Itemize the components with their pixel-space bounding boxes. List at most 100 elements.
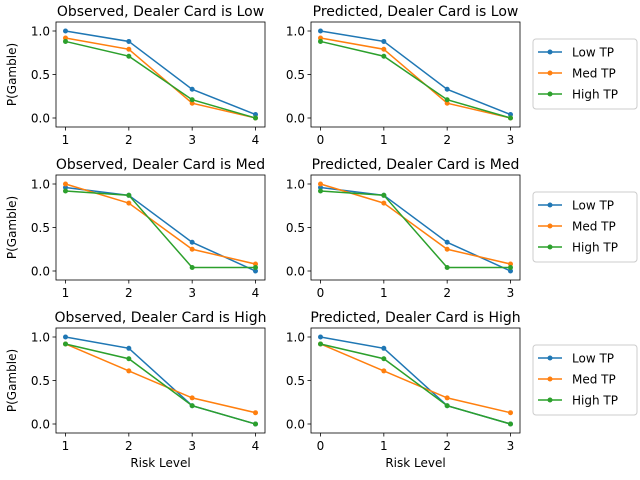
data-point bbox=[126, 356, 132, 362]
data-point bbox=[126, 368, 132, 374]
data-point bbox=[63, 38, 68, 44]
x-tick-label: 2 bbox=[443, 286, 451, 300]
data-point bbox=[126, 192, 132, 198]
series-line-low bbox=[320, 186, 511, 272]
data-point bbox=[253, 421, 258, 427]
legend-label: High TP bbox=[572, 394, 618, 408]
y-tick-label: 0.0 bbox=[31, 112, 50, 126]
data-point bbox=[63, 184, 68, 190]
data-point bbox=[189, 97, 195, 103]
y-tick-label: 0.0 bbox=[286, 418, 305, 432]
data-point bbox=[189, 265, 195, 271]
legend-label: Med TP bbox=[572, 220, 616, 234]
data-point bbox=[253, 112, 258, 118]
x-tick-label: 3 bbox=[507, 286, 515, 300]
x-tick-label: 1 bbox=[62, 133, 70, 147]
data-point bbox=[444, 86, 450, 92]
x-tick-label: 0 bbox=[317, 133, 325, 147]
data-point bbox=[253, 268, 258, 274]
x-tick-label: 4 bbox=[252, 286, 260, 300]
data-point bbox=[381, 38, 387, 44]
subplot-6: Predicted, Dealer Card is High 0 1 2 3 0.0 0.5… bbox=[286, 310, 638, 470]
y-tick-label: 1.0 bbox=[286, 178, 305, 192]
x-tick-label: 3 bbox=[188, 439, 196, 453]
data-point bbox=[318, 334, 323, 340]
data-point bbox=[63, 334, 68, 340]
x-tick-label: 2 bbox=[125, 286, 133, 300]
data-point bbox=[189, 239, 195, 245]
x-tick-label: 2 bbox=[125, 133, 133, 147]
data-point bbox=[126, 200, 132, 206]
legend-label: Med TP bbox=[572, 67, 616, 81]
data-point bbox=[126, 38, 132, 44]
legend-marker bbox=[547, 376, 553, 382]
legend-marker bbox=[547, 355, 553, 361]
series-line-high bbox=[65, 40, 256, 119]
x-tick-label: 2 bbox=[443, 133, 451, 147]
subplot-title: Predicted, Dealer Card is High bbox=[310, 310, 520, 326]
x-tick-label: 1 bbox=[380, 439, 388, 453]
data-point bbox=[508, 410, 513, 416]
y-axis-label: P(Gamble) bbox=[5, 43, 19, 106]
legend-marker bbox=[547, 91, 553, 97]
series-line-high bbox=[65, 190, 256, 269]
x-tick-label: 1 bbox=[380, 133, 388, 147]
legend-box bbox=[532, 344, 638, 416]
data-point bbox=[318, 184, 323, 190]
y-axis-label: P(Gamble) bbox=[5, 196, 19, 259]
data-point bbox=[444, 246, 450, 252]
data-point bbox=[508, 265, 513, 271]
x-tick-label: 0 bbox=[317, 439, 325, 453]
subplot-4: Predicted, Dealer Card is Med 0 1 2 3 0.0 0.5 1… bbox=[286, 157, 638, 300]
data-point bbox=[444, 395, 450, 401]
series-line-high bbox=[320, 343, 511, 425]
subplot-2: Predicted, Dealer Card is Low 0 1 2 3 0.0 0.5 1… bbox=[286, 4, 638, 147]
legend-marker bbox=[547, 202, 553, 208]
y-tick-label: 0.5 bbox=[31, 68, 50, 82]
x-tick-label: 3 bbox=[188, 133, 196, 147]
legend-box bbox=[532, 191, 638, 263]
data-point bbox=[189, 395, 195, 401]
legend-marker bbox=[547, 244, 553, 250]
subplot-title: Observed, Dealer Card is Med bbox=[56, 157, 265, 173]
x-tick-label: 1 bbox=[380, 286, 388, 300]
subplot-1: Observed, Dealer Card is Low 1 2 3 4 0.0 0.5 1.… bbox=[5, 4, 266, 147]
data-point bbox=[63, 28, 68, 34]
y-tick-label: 1.0 bbox=[31, 25, 50, 39]
data-point bbox=[444, 403, 450, 409]
data-point bbox=[189, 100, 195, 106]
data-point bbox=[63, 188, 68, 194]
x-tick-label: 2 bbox=[443, 439, 451, 453]
x-tick-label: 4 bbox=[252, 133, 260, 147]
series-line-med bbox=[320, 343, 511, 414]
data-point bbox=[508, 261, 513, 267]
data-point bbox=[444, 97, 450, 103]
data-point bbox=[381, 345, 387, 351]
y-tick-label: 0.5 bbox=[286, 221, 305, 235]
subplot-title: Observed, Dealer Card is Low bbox=[57, 4, 264, 20]
series-line-med bbox=[320, 183, 511, 265]
data-point bbox=[381, 356, 387, 362]
data-point bbox=[381, 192, 387, 198]
y-tick-label: 1.0 bbox=[286, 331, 305, 345]
y-tick-label: 0.5 bbox=[286, 68, 305, 82]
series-line-low bbox=[320, 30, 511, 116]
data-point bbox=[508, 112, 513, 118]
data-point bbox=[189, 86, 195, 92]
data-point bbox=[381, 46, 387, 52]
legend-marker bbox=[547, 397, 553, 403]
data-point bbox=[318, 341, 323, 347]
x-axis-label: Risk Level bbox=[385, 456, 445, 470]
data-point bbox=[253, 261, 258, 267]
data-point bbox=[508, 115, 513, 121]
data-point bbox=[381, 368, 387, 374]
data-point bbox=[189, 246, 195, 252]
series-line-low bbox=[65, 186, 256, 272]
series-line-high bbox=[320, 40, 511, 119]
subplot-title: Predicted, Dealer Card is Med bbox=[312, 157, 520, 173]
data-point bbox=[253, 410, 258, 416]
y-tick-label: 1.0 bbox=[31, 178, 50, 192]
data-point bbox=[63, 181, 68, 187]
data-point bbox=[381, 200, 387, 206]
y-tick-label: 0.0 bbox=[31, 418, 50, 432]
